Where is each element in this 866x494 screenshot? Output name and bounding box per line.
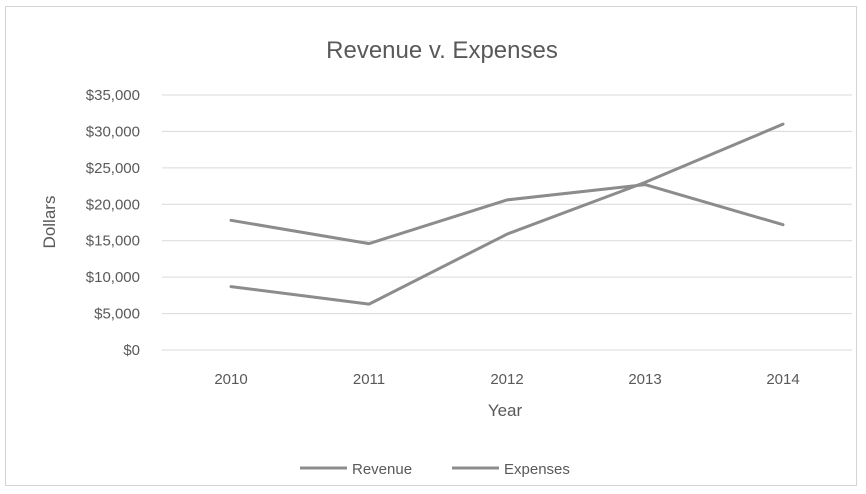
y-tick-label: $15,000 [86, 233, 140, 250]
y-tick-label: $0 [123, 342, 140, 359]
chart-frame [5, 6, 857, 486]
legend-label-expenses: Expenses [504, 461, 570, 478]
y-tick-label: $35,000 [86, 87, 140, 104]
x-tick-label: 2011 [353, 371, 385, 388]
x-axis-ticks: 2010 2011 2012 2013 2014 [214, 371, 799, 388]
series-line-revenue [229, 183, 785, 246]
series-layer [229, 122, 785, 306]
legend-item-expenses: Expenses [452, 461, 570, 478]
x-tick-label: 2010 [214, 371, 247, 388]
y-tick-label: $10,000 [86, 269, 140, 286]
series-line-expenses [229, 122, 785, 306]
y-tick-label: $20,000 [86, 196, 140, 213]
y-tick-label: $30,000 [86, 123, 140, 140]
legend: Revenue Expenses [300, 461, 570, 478]
y-tick-label: $25,000 [86, 160, 140, 177]
x-tick-label: 2013 [628, 371, 661, 388]
legend-label-revenue: Revenue [352, 461, 412, 478]
y-axis-label: Dollars [40, 196, 59, 249]
gridlines [162, 94, 852, 351]
y-tick-label: $5,000 [94, 306, 140, 323]
y-axis-ticks: $0 $5,000 $10,000 $15,000 $20,000 $25,000 $30,… [86, 87, 140, 359]
x-tick-label: 2012 [490, 371, 523, 388]
chart-title: Revenue v. Expenses [326, 37, 558, 64]
legend-item-revenue: Revenue [300, 461, 412, 478]
x-tick-label: 2014 [766, 371, 799, 388]
x-axis-label: Year [488, 401, 523, 420]
